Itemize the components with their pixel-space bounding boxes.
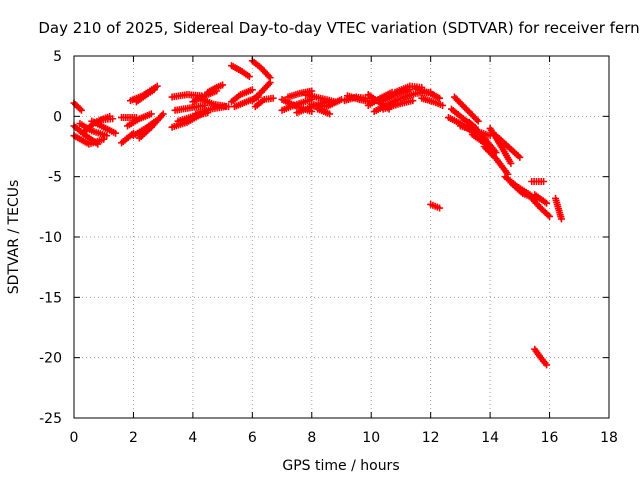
- data-point: [507, 159, 515, 167]
- x-tick-label: 12: [422, 430, 440, 446]
- data-point: [76, 105, 84, 113]
- data-point: [436, 94, 444, 102]
- x-tick-label: 4: [188, 430, 197, 446]
- y-tick-label: -5: [48, 170, 62, 186]
- data-point: [409, 97, 417, 105]
- data-point: [103, 132, 111, 140]
- x-axis-label: GPS time / hours: [282, 458, 399, 474]
- data-point: [269, 94, 277, 102]
- data-point: [147, 110, 155, 118]
- data-point: [474, 117, 482, 125]
- y-tick-label: 5: [53, 49, 62, 65]
- data-point: [150, 86, 158, 94]
- data-point: [544, 211, 552, 219]
- data-point: [326, 110, 334, 118]
- data-point: [245, 73, 253, 81]
- grid-lines: [74, 56, 609, 418]
- x-tick-label: 10: [362, 430, 380, 446]
- data-point: [219, 81, 227, 89]
- data-point: [557, 215, 565, 223]
- data-points: [70, 57, 565, 369]
- x-tick-label: 8: [307, 430, 316, 446]
- chart-title: Day 210 of 2025, Sidereal Day-to-day VTE…: [38, 19, 639, 37]
- data-point: [546, 212, 554, 220]
- data-point: [473, 116, 481, 124]
- data-point: [516, 153, 524, 161]
- data-point: [543, 361, 551, 369]
- data-point: [543, 199, 551, 207]
- data-point: [439, 101, 447, 109]
- data-point: [159, 110, 167, 118]
- data-point: [153, 82, 161, 90]
- y-tick-label: 0: [53, 109, 62, 125]
- y-tick-label: -25: [39, 411, 62, 427]
- data-point: [225, 103, 233, 111]
- x-tick-label: 6: [248, 430, 257, 446]
- data-point: [109, 115, 117, 123]
- data-point: [248, 86, 256, 94]
- data-point: [266, 79, 274, 87]
- data-point: [77, 106, 85, 114]
- y-tick-label: -10: [39, 230, 62, 246]
- data-point: [112, 129, 120, 137]
- y-axis-label: SDTVAR / TECUs: [6, 180, 22, 295]
- y-tick-label: -15: [39, 290, 62, 306]
- x-tick-label: 2: [129, 430, 138, 446]
- data-point: [436, 204, 444, 212]
- data-point: [100, 135, 108, 143]
- data-point: [540, 177, 548, 185]
- x-tick-label: 18: [600, 430, 618, 446]
- x-tick-label: 0: [70, 430, 79, 446]
- x-tick-label: 14: [481, 430, 499, 446]
- y-tick-labels: 5 0 -5 -10 -15 -20 -25: [39, 49, 62, 427]
- x-tick-labels: 0 2 4 6 8 10 12 14 16 18: [70, 430, 618, 446]
- y-tick-label: -20: [39, 351, 62, 367]
- tick-marks: [73, 55, 610, 419]
- x-tick-label: 16: [541, 430, 559, 446]
